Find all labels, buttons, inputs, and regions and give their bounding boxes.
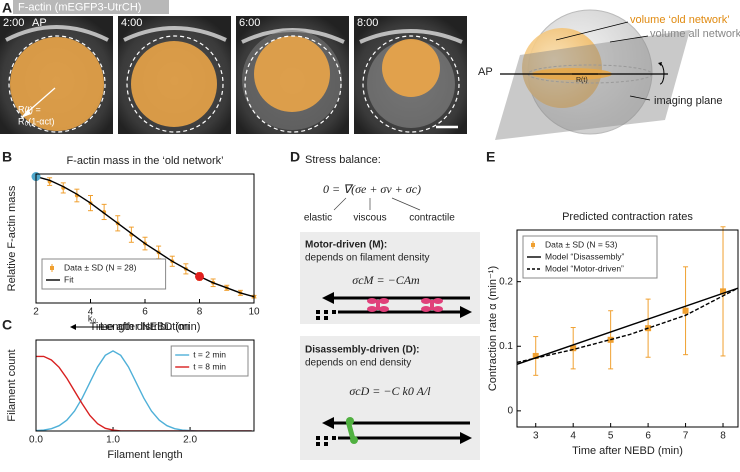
data-point	[682, 307, 689, 314]
banner-text: F-actin (mEGFP3-UtrCH)	[18, 1, 141, 13]
x-tick-label: 4	[88, 307, 94, 318]
micrograph	[354, 16, 467, 134]
series-line	[517, 287, 738, 364]
panel-label: C	[2, 317, 12, 333]
legend-box	[41, 258, 167, 290]
legend-label: t = 2 min	[193, 349, 226, 359]
legend-label: t = 8 min	[193, 361, 226, 371]
term-label: viscous	[353, 213, 386, 224]
data-point	[720, 288, 727, 295]
legend-label: Fit	[64, 274, 74, 284]
model-text: depends on filament density	[305, 253, 430, 264]
data-point	[532, 352, 539, 359]
series-line	[517, 287, 738, 365]
highlight-point	[195, 271, 204, 281]
plot-frame	[35, 339, 255, 432]
x-tick-label: 2.0	[183, 435, 197, 446]
chart-title: F-actin mass in the ‘old network’	[66, 155, 223, 167]
brace	[333, 197, 421, 211]
series-line	[36, 175, 254, 298]
model-title: Disassembly-driven (D):	[305, 345, 419, 356]
banner	[13, 0, 169, 14]
equation: σcD = −C k0 A/l	[349, 384, 431, 398]
d-heading: Stress balance:	[305, 154, 381, 166]
schematic-label: volume ‘old network’	[630, 14, 730, 26]
y-tick-label: 0	[507, 405, 513, 416]
plot-frame	[35, 173, 255, 304]
x-tick-label: 6	[142, 307, 148, 318]
x-tick-label: 10	[248, 307, 260, 318]
x-tick-label: 3	[533, 431, 539, 442]
y-tick-label: 0.2	[499, 276, 513, 287]
equation: 0 = ∇(σe + σv + σc)	[323, 182, 421, 196]
term-label: contractile	[409, 213, 455, 224]
x-axis-label: Time after NEBD (min)	[90, 321, 201, 333]
chart-title: Predicted contraction rates	[562, 211, 693, 223]
schematic	[495, 9, 690, 140]
x-tick-label: 2	[33, 307, 39, 318]
x-tick-label: 1.0	[106, 435, 120, 446]
annotation: k₀	[88, 313, 97, 323]
ap-label: AP	[32, 17, 47, 29]
panel-label: D	[290, 149, 300, 165]
time-label: 8:00	[357, 17, 378, 29]
legend-label: Model “Disassembly”	[545, 251, 625, 261]
filament-diagram	[316, 292, 472, 320]
schematic-label: R(t)	[576, 77, 588, 84]
y-axis-label: Contraction rate α (min⁻¹)	[487, 266, 499, 391]
chart-title: Length distribution	[100, 321, 190, 333]
y-axis-label: Relative F-actin mass	[6, 185, 18, 291]
x-axis-label: Time after NEBD (min)	[572, 445, 683, 457]
legend-label: Data ± SD (N = 28)	[64, 262, 137, 272]
legend-box	[522, 235, 658, 279]
annotation-arrow	[70, 324, 76, 330]
equation: σcM = −CAm	[352, 273, 420, 287]
x-tick-label: 4	[570, 431, 576, 442]
legend-symbol	[531, 243, 535, 247]
radius-label: R₀(1-αct)	[18, 116, 54, 126]
model-title: Motor-driven (M):	[305, 240, 387, 251]
series-line	[36, 350, 252, 431]
time-label: 4:00	[121, 17, 142, 29]
legend-label: Data ± SD (N = 53)	[545, 239, 618, 249]
micrograph	[0, 16, 113, 134]
panel-label: A	[2, 0, 12, 16]
time-label: 2:00	[3, 17, 24, 29]
micrograph	[236, 16, 349, 134]
x-tick-label: 0.0	[29, 435, 43, 446]
y-axis-label: Filament count	[6, 349, 18, 421]
legend-label: Model “Motor-driven”	[545, 263, 624, 273]
x-tick-label: 8	[720, 431, 726, 442]
schematic-label: AP	[478, 66, 493, 78]
radius-label: R(t) =	[18, 104, 41, 114]
x-tick-label: 8	[197, 307, 203, 318]
series-line	[36, 355, 252, 431]
legend-box	[170, 345, 249, 377]
term-label: elastic	[304, 213, 332, 224]
x-tick-label: 6	[645, 431, 651, 442]
x-tick-label: 5	[608, 431, 614, 442]
plot-frame	[516, 229, 739, 428]
schematic-label: imaging plane	[654, 95, 723, 107]
panel-label: B	[2, 149, 12, 165]
legend-symbol	[50, 266, 54, 270]
micrograph	[118, 16, 231, 134]
data-point	[570, 345, 577, 352]
panel-label: E	[486, 149, 495, 165]
model-text: depends on end density	[305, 358, 411, 369]
y-tick-label: 0.1	[499, 341, 513, 352]
time-label: 6:00	[239, 17, 260, 29]
x-axis-label: Filament length	[107, 449, 182, 461]
model-box	[300, 232, 480, 324]
filament-diagram	[316, 417, 472, 446]
x-tick-label: 7	[683, 431, 689, 442]
schematic-label: volume all network	[650, 28, 740, 40]
